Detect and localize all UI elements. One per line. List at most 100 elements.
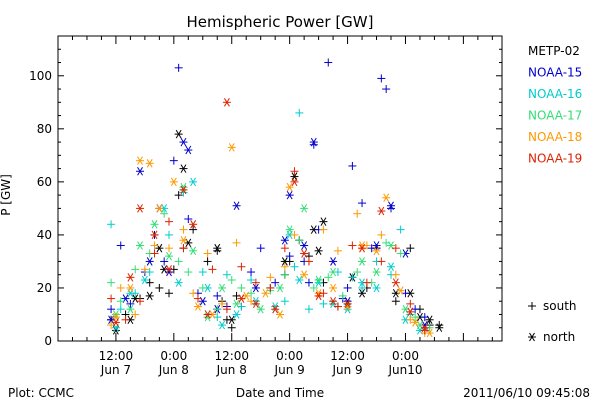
noaa-18-north-point xyxy=(179,235,188,245)
noaa-17-south-point xyxy=(116,297,125,306)
noaa-18-south-point xyxy=(150,241,159,250)
noaa-18-south-point xyxy=(290,230,299,239)
noaa-19-north-point xyxy=(271,304,280,314)
noaa-18-north-point xyxy=(169,177,178,187)
noaa-16-north-point xyxy=(218,320,227,330)
noaa-15-south-point xyxy=(247,268,256,277)
noaa-16-north-point xyxy=(189,177,198,187)
noaa-18-north-point xyxy=(411,318,420,327)
metp-02-south-point xyxy=(165,289,173,298)
noaa-15-south-point xyxy=(377,74,386,83)
noaa-18-north-point xyxy=(285,182,294,192)
noaa-18-south-point xyxy=(232,238,241,247)
noaa-17-north-point xyxy=(358,257,367,266)
noaa-19-north-point xyxy=(391,278,400,287)
noaa-18-north-point xyxy=(276,310,284,319)
noaa-15-south-point xyxy=(271,278,280,287)
noaa-17-north-point xyxy=(372,267,381,277)
noaa-17-north-point xyxy=(218,283,227,293)
noaa-17-south-point xyxy=(324,273,333,282)
noaa-16-south-point xyxy=(247,276,256,284)
noaa-15-south-point xyxy=(256,244,265,253)
noaa-19-south-point xyxy=(348,241,357,250)
noaa-19-south-point xyxy=(150,249,159,258)
marker-legend: south north xyxy=(528,299,577,344)
noaa-19-north-point xyxy=(329,296,338,306)
noaa-19-north-point xyxy=(136,204,145,213)
noaa-19-north-point xyxy=(290,177,299,187)
noaa-15-south-point xyxy=(324,58,333,67)
noaa-18-north-point xyxy=(300,270,309,279)
noaa-18-north-point xyxy=(329,283,338,293)
noaa-17-north-point xyxy=(300,204,309,213)
noaa-18-north-point xyxy=(396,286,405,295)
star-marker-icon xyxy=(529,332,535,342)
noaa-16-south-point xyxy=(165,230,173,239)
noaa-15-south-point xyxy=(213,291,222,300)
y-tick-label: 100 xyxy=(29,69,52,83)
noaa-16-north-point xyxy=(232,310,241,319)
noaa-19-south-point xyxy=(179,244,188,253)
noaa-19-north-point xyxy=(237,294,246,303)
noaa-19-north-point xyxy=(203,310,212,319)
noaa-16-south-point xyxy=(222,270,231,279)
data-points xyxy=(107,58,444,338)
plot-frame xyxy=(57,35,503,342)
noaa-17-south-point xyxy=(309,283,318,292)
noaa-16-south-point xyxy=(280,297,289,306)
noaa-15-north-point xyxy=(232,201,241,211)
noaa-19-north-point xyxy=(222,98,231,107)
noaa-18-south-point xyxy=(333,246,342,255)
metp-02-south-point xyxy=(391,297,400,306)
noaa-19-north-point xyxy=(406,307,415,317)
noaa-15-north-point xyxy=(145,257,154,266)
x-tick-date-label: Jun 9 xyxy=(331,363,362,377)
noaa-15-south-point xyxy=(160,257,169,266)
x-axis-label: Date and Time xyxy=(236,386,324,400)
noaa-15-south-point xyxy=(343,283,352,292)
noaa-15-south-point xyxy=(184,215,193,223)
x-tick-time-label: 12:00 xyxy=(330,349,365,363)
noaa-18-north-point xyxy=(136,156,145,165)
noaa-18-north-point xyxy=(261,288,270,298)
noaa-18-north-point xyxy=(193,302,202,311)
noaa-17-north-point xyxy=(189,246,198,256)
noaa-17-north-point xyxy=(276,283,284,293)
noaa-19-north-point xyxy=(358,243,367,253)
metp-02-north-point xyxy=(435,323,444,333)
noaa-18-north-point xyxy=(145,159,154,168)
x-tick-time-label: 12:00 xyxy=(99,349,134,363)
noaa-15-south-point xyxy=(126,299,135,308)
noaa-15-south-point xyxy=(382,85,391,94)
noaa-19-north-point xyxy=(251,299,260,309)
noaa-18-south-point xyxy=(353,209,362,218)
noaa-17-south-point xyxy=(338,291,347,300)
noaa-17-south-point xyxy=(198,283,207,292)
metp-02-south-point xyxy=(155,283,164,292)
plot-credit: Plot: CCMC xyxy=(8,386,74,400)
noaa-19-south-point xyxy=(362,278,371,287)
noaa-18-south-point xyxy=(391,270,400,279)
noaa-17-south-point xyxy=(237,283,246,292)
marker-legend-label: north xyxy=(543,330,575,344)
noaa-19-north-point xyxy=(314,291,323,301)
noaa-19-south-point xyxy=(304,257,313,266)
x-tick-date-label: Jun 9 xyxy=(274,363,305,377)
metp-02-south-point xyxy=(189,225,198,234)
noaa-18-south-point xyxy=(140,265,149,274)
noaa-15-south-point xyxy=(285,252,294,261)
noaa-19-north-point xyxy=(189,220,198,229)
metp-02-north-point xyxy=(227,315,236,325)
x-tick-time-label: 12:00 xyxy=(214,349,249,363)
noaa-18-south-point xyxy=(266,273,275,282)
x-tick-time-label: 0:00 xyxy=(392,349,419,363)
noaa-15-north-point xyxy=(309,137,318,147)
noaa-15-north-point xyxy=(285,190,294,200)
noaa-15-south-point xyxy=(174,63,183,72)
noaa-16-south-point xyxy=(107,220,116,229)
noaa-18-south-point xyxy=(131,310,140,319)
metp-02-north-point xyxy=(314,246,323,256)
noaa-19-north-point xyxy=(165,265,173,274)
